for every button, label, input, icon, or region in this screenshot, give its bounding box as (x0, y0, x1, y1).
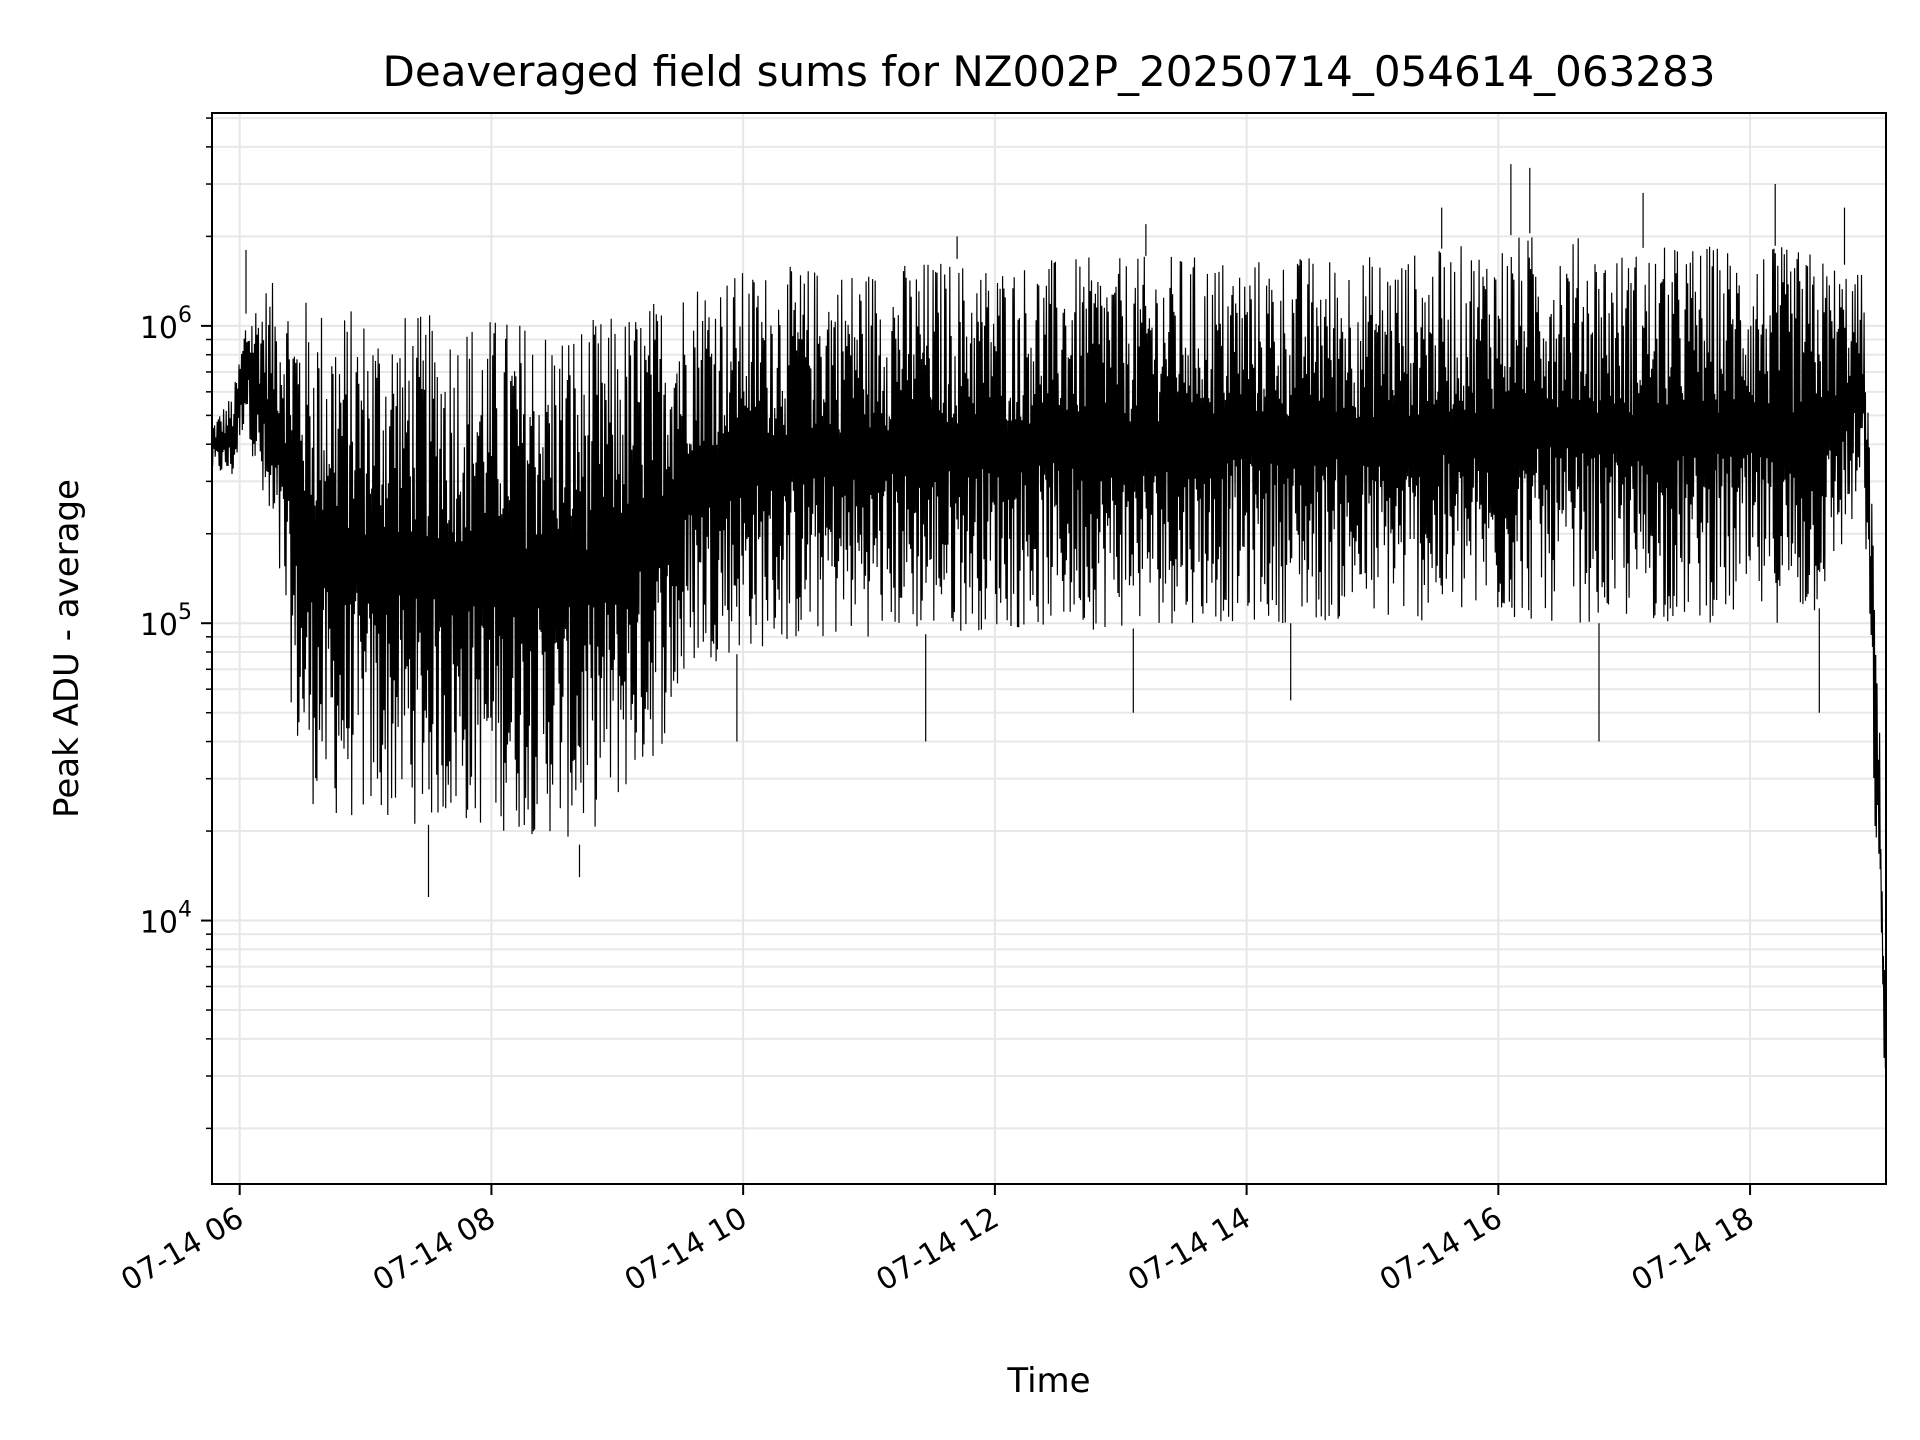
series-line (212, 164, 1886, 1069)
x-axis-label: Time (1006, 1361, 1090, 1401)
y-axis-label: Peak ADU - average (47, 479, 87, 818)
plot-area (212, 164, 1886, 1069)
plot-frame (211, 112, 1887, 1185)
y-tick-label: 104 (140, 898, 192, 941)
y-tick-label: 105 (140, 600, 192, 643)
chart-title: Deaveraged field sums for NZ002P_2025071… (383, 47, 1716, 96)
y-tick-label: 106 (140, 303, 192, 346)
